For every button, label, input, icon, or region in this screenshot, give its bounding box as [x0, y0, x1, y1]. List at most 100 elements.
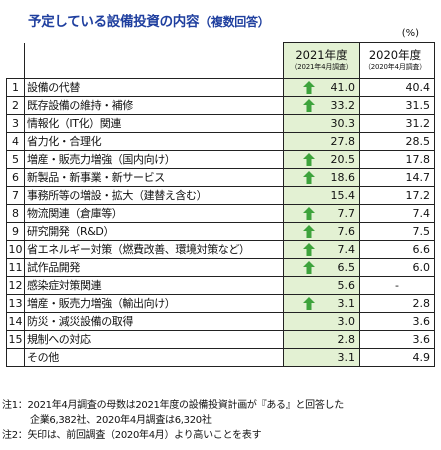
cell-2021: 5.6: [283, 276, 360, 295]
table-row: 7 事務所等の増設・拡大（建替え含む） 15.4 17.2: [6, 186, 435, 205]
value-2021: 3.1: [337, 296, 356, 310]
value-2020: 3.6: [359, 312, 435, 331]
row-number: [6, 348, 25, 367]
table-row: 10 省エネルギー対策（燃費改善、環境対策など） 7.4 6.6: [6, 240, 435, 259]
up-arrow-icon: [303, 171, 315, 184]
header-row: 2021年度 （2021年4月調査） 2020年度 （2020年4月調査）: [6, 42, 435, 79]
cell-2021: 7.6: [283, 222, 360, 241]
row-label: 事務所等の増設・拡大（建替え含む）: [24, 186, 284, 205]
row-number: 6: [6, 168, 25, 187]
note1-line2: 企業6,382社、2020年4月調査は6,320社: [30, 415, 212, 426]
value-2020: 14.7: [359, 168, 435, 187]
value-2021: 7.6: [337, 224, 356, 238]
value-2021: 3.0: [337, 314, 356, 328]
cell-2021: 20.5: [283, 150, 360, 169]
row-label: 設備の代替: [24, 78, 284, 97]
row-number: 13: [6, 294, 25, 313]
row-label: 研究開発（R&D）: [24, 222, 284, 241]
row-number: 15: [6, 330, 25, 349]
up-arrow-icon: [303, 297, 315, 310]
value-2020: 40.4: [359, 78, 435, 97]
table-row: 14 防災・減災設備の取得 3.0 3.6: [6, 312, 435, 331]
title-subtitle: （複数回答）: [199, 15, 270, 29]
header-2021-survey: （2021年4月調査）: [290, 63, 353, 71]
value-2020: 6.0: [359, 258, 435, 277]
row-label: 増産・販売力増強（国内向け）: [24, 150, 284, 169]
cell-2021: 27.8: [283, 132, 360, 151]
value-2021: 5.6: [337, 278, 356, 292]
table-row: 13 増産・販売力増強（輸出向け） 3.1 2.8: [6, 294, 435, 313]
value-2021: 6.5: [337, 260, 356, 274]
cell-2021: 15.4: [283, 186, 360, 205]
value-2021: 33.2: [330, 98, 356, 112]
table-title: 予定している設備投資の内容（複数回答）: [28, 10, 270, 30]
row-number: 4: [6, 132, 25, 151]
cell-2021: 6.5: [283, 258, 360, 277]
table-body: 1 設備の代替 41.0 40.4 2 既存設備の維持・補修 33.2 31.5 3 情報化（IT…: [6, 78, 435, 367]
table-row: 2 既存設備の維持・補修 33.2 31.5: [6, 96, 435, 115]
header-blank-label: [24, 42, 284, 79]
value-2021: 30.3: [330, 116, 356, 130]
table-row: 6 新製品・新事業・新サービス 18.6 14.7: [6, 168, 435, 187]
up-arrow-icon: [303, 243, 315, 256]
row-label: 感染症対策関連: [24, 276, 284, 295]
cell-2021: 3.0: [283, 312, 360, 331]
table-row: 9 研究開発（R&D） 7.6 7.5: [6, 222, 435, 241]
row-number: 10: [6, 240, 25, 259]
value-2021: 18.6: [330, 170, 356, 184]
row-label: 既存設備の維持・補修: [24, 96, 284, 115]
row-label: 省力化・合理化: [24, 132, 284, 151]
value-2021: 27.8: [330, 134, 356, 148]
row-label: 試作品開発: [24, 258, 284, 277]
value-2020: -: [359, 276, 435, 295]
value-2020: 17.8: [359, 150, 435, 169]
value-2020: 31.2: [359, 114, 435, 133]
row-number: 3: [6, 114, 25, 133]
header-2020-survey: （2020年4月調査）: [363, 63, 427, 71]
cell-2021: 2.8: [283, 330, 360, 349]
table-row: 4 省力化・合理化 27.8 28.5: [6, 132, 435, 151]
cell-2021: 7.4: [283, 240, 360, 259]
unit-label: (%): [401, 28, 419, 39]
value-2021: 2.8: [337, 332, 356, 346]
cell-2021: 7.7: [283, 204, 360, 223]
value-2021: 41.0: [330, 80, 356, 94]
value-2021: 3.1: [337, 350, 356, 364]
up-arrow-icon: [303, 261, 315, 274]
row-number: 11: [6, 258, 25, 277]
value-2020: 6.6: [359, 240, 435, 259]
value-2021: 20.5: [330, 152, 356, 166]
up-arrow-icon: [303, 81, 315, 94]
header-2020: 2020年度 （2020年4月調査）: [359, 42, 435, 79]
title-main: 予定している設備投資の内容: [28, 14, 200, 30]
cell-2021: 41.0: [283, 78, 360, 97]
cell-2021: 30.3: [283, 114, 360, 133]
note2: 注2：矢印は、前回調査（2020年4月）より高いことを表す: [2, 430, 262, 441]
row-number: 5: [6, 150, 25, 169]
value-2020: 7.5: [359, 222, 435, 241]
footnotes: 注1：2021年4月調査の母数は2021年度の設備投資計画が『ある』と回答した …: [2, 398, 344, 443]
row-label: 規制への対応: [24, 330, 284, 349]
table-row: 15 規制への対応 2.8 3.6: [6, 330, 435, 349]
cell-2021: 3.1: [283, 348, 360, 367]
value-2020: 28.5: [359, 132, 435, 151]
value-2020: 4.9: [359, 348, 435, 367]
value-2021: 7.4: [337, 242, 356, 256]
cell-2021: 33.2: [283, 96, 360, 115]
row-label: 情報化（IT化）関連: [24, 114, 284, 133]
header-2020-year: 2020年度: [368, 48, 422, 62]
row-label: その他: [24, 348, 284, 367]
up-arrow-icon: [303, 207, 315, 220]
row-number: 14: [6, 312, 25, 331]
row-number: 9: [6, 222, 25, 241]
row-number: 1: [6, 78, 25, 97]
table-row: 8 物流関連（倉庫等） 7.7 7.4: [6, 204, 435, 223]
table-row: 12 感染症対策関連 5.6-: [6, 276, 435, 295]
value-2021: 15.4: [330, 188, 356, 202]
value-2021: 7.7: [337, 206, 356, 220]
row-number: 12: [6, 276, 25, 295]
row-label: 増産・販売力増強（輸出向け）: [24, 294, 284, 313]
row-number: 2: [6, 96, 25, 115]
up-arrow-icon: [303, 99, 315, 112]
header-2021-year: 2021年度: [295, 48, 348, 62]
